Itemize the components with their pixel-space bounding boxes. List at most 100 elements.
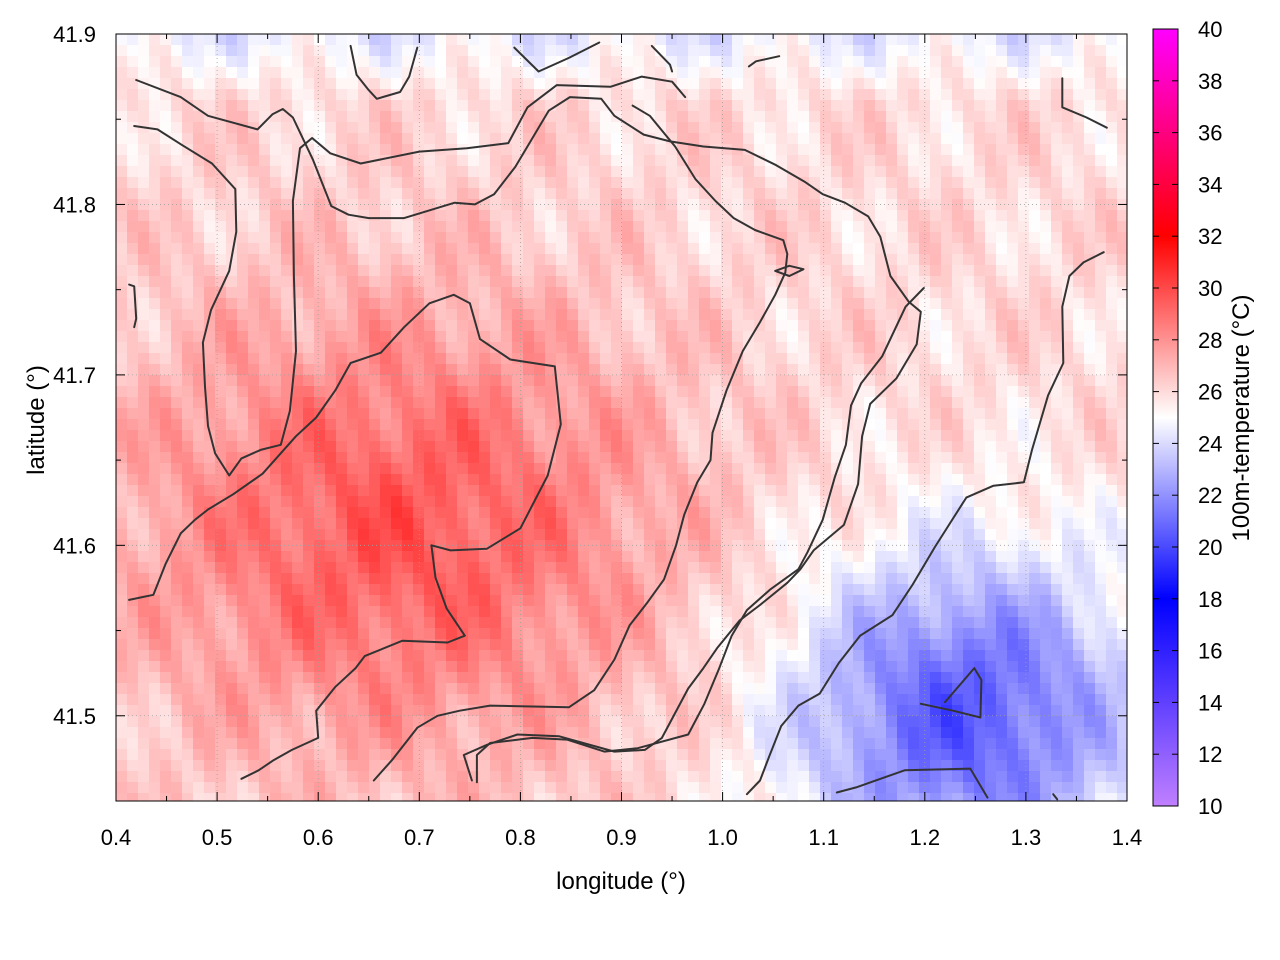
- heat-cell: [985, 78, 997, 90]
- heat-cell: [963, 177, 975, 189]
- heat-cell: [1029, 606, 1041, 618]
- heat-cell: [424, 595, 436, 607]
- heat-cell: [600, 441, 612, 453]
- heat-cell: [578, 595, 590, 607]
- heat-cell: [996, 375, 1008, 387]
- heat-cell: [204, 210, 216, 222]
- heat-cell: [1106, 397, 1118, 409]
- heat-cell: [457, 364, 469, 376]
- heat-cell: [941, 529, 953, 541]
- heat-cell: [468, 78, 480, 90]
- heat-cell: [875, 518, 887, 530]
- heat-cell: [721, 518, 733, 530]
- heat-cell: [193, 210, 205, 222]
- heat-cell: [985, 100, 997, 112]
- heat-cell: [1117, 210, 1127, 222]
- heat-cell: [380, 155, 392, 167]
- heat-cell: [710, 386, 722, 398]
- heat-cell: [567, 287, 579, 299]
- heat-cell: [1051, 474, 1063, 486]
- heat-cell: [468, 188, 480, 200]
- heat-cell: [677, 430, 689, 442]
- heat-cell: [1073, 254, 1085, 266]
- heat-cell: [765, 166, 777, 178]
- heat-cell: [842, 45, 854, 57]
- heat-cell: [479, 617, 491, 629]
- heat-cell: [589, 56, 601, 68]
- heat-cell: [138, 562, 150, 574]
- heat-cell: [908, 243, 920, 255]
- heat-cell: [1040, 254, 1052, 266]
- heat-cell: [226, 287, 238, 299]
- heat-cell: [303, 265, 315, 277]
- heat-cell: [666, 232, 678, 244]
- heat-cell: [688, 111, 700, 123]
- heat-cell: [413, 287, 425, 299]
- heat-cell: [369, 265, 381, 277]
- heat-cell: [490, 199, 502, 211]
- heat-cell: [545, 375, 557, 387]
- heat-cell: [919, 496, 931, 508]
- heat-cell: [424, 507, 436, 519]
- heat-cell: [743, 430, 755, 442]
- heat-cell: [578, 254, 590, 266]
- heat-cell: [226, 551, 238, 563]
- heat-cell: [622, 496, 634, 508]
- heat-cell: [171, 540, 183, 552]
- heat-cell: [149, 243, 161, 255]
- heat-cell: [655, 155, 667, 167]
- heat-cell: [171, 364, 183, 376]
- heat-cell: [336, 111, 348, 123]
- heat-cell: [688, 177, 700, 189]
- heat-cell: [886, 34, 898, 46]
- heat-cell: [325, 584, 337, 596]
- heat-cell: [413, 606, 425, 618]
- heat-cell: [930, 408, 942, 420]
- heat-cell: [314, 232, 326, 244]
- heat-cell: [677, 617, 689, 629]
- heat-cell: [281, 34, 293, 46]
- heat-cell: [1073, 122, 1085, 134]
- heat-cell: [996, 221, 1008, 233]
- heat-cell: [633, 331, 645, 343]
- heat-cell: [721, 144, 733, 156]
- heat-cell: [754, 276, 766, 288]
- heat-cell: [732, 353, 744, 365]
- heat-cell: [358, 144, 370, 156]
- heat-cell: [1051, 177, 1063, 189]
- heat-cell: [237, 210, 249, 222]
- heat-cell: [292, 441, 304, 453]
- heat-cell: [908, 276, 920, 288]
- heat-cell: [259, 419, 271, 431]
- heat-cell: [468, 100, 480, 112]
- heat-cell: [479, 496, 491, 508]
- heat-cell: [666, 485, 678, 497]
- heat-cell: [446, 584, 458, 596]
- heat-cell: [1051, 485, 1063, 497]
- heat-cell: [908, 430, 920, 442]
- heat-cell: [677, 562, 689, 574]
- heat-cell: [424, 89, 436, 101]
- heat-cell: [930, 397, 942, 409]
- heat-cell: [1040, 243, 1052, 255]
- heat-cell: [1051, 463, 1063, 475]
- heat-cell: [622, 298, 634, 310]
- heat-cell: [501, 100, 513, 112]
- heat-cell: [666, 309, 678, 321]
- heat-cell: [545, 419, 557, 431]
- heat-cell: [237, 265, 249, 277]
- heat-cell: [787, 331, 799, 343]
- heat-cell: [875, 397, 887, 409]
- heat-cell: [116, 342, 128, 354]
- heat-cell: [358, 100, 370, 112]
- heat-cell: [952, 441, 964, 453]
- heat-cell: [787, 474, 799, 486]
- heat-cell: [556, 584, 568, 596]
- heat-cell: [765, 122, 777, 134]
- heat-cell: [215, 221, 227, 233]
- heat-cell: [1040, 210, 1052, 222]
- heat-cell: [204, 221, 216, 233]
- heat-cell: [699, 496, 711, 508]
- heat-cell: [688, 210, 700, 222]
- heat-cell: [501, 144, 513, 156]
